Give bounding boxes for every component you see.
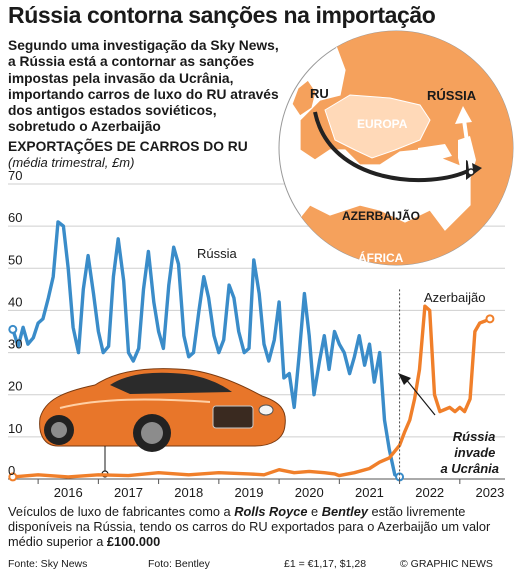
- series-label-russia: Rússia: [197, 246, 238, 261]
- invasion-pointer-head: [398, 373, 411, 385]
- series-line-russia: [11, 220, 402, 479]
- y-tick-label-30: 30: [8, 337, 22, 352]
- footer-text-2: e: [307, 504, 322, 519]
- car-illustration: [39, 368, 286, 478]
- footer-text-1: Veículos de luxo de fabricantes como a: [8, 504, 235, 519]
- ticks: 0 10 20 30 40 50 60 70 2016 2017 2018 2019 2020 2021 2…: [8, 168, 504, 500]
- series-start-point-azerbaijan: [8, 472, 18, 482]
- russia-arrowhead: [455, 106, 472, 124]
- map-label-azerbaijan: AZERBAIJÃO: [342, 208, 420, 223]
- invasion-label-line2: invade: [454, 445, 495, 460]
- car-front-rim: [141, 422, 163, 444]
- map-black-sea: [418, 144, 452, 162]
- credit-photo: Foto: Bentley: [148, 558, 210, 570]
- car-rear-rim: [51, 422, 67, 438]
- chart-title: EXPORTAÇÕES DE CARROS DO RU: [8, 139, 248, 154]
- series-start-point-russia: [8, 324, 18, 334]
- footer-amount: £100.000: [106, 534, 161, 549]
- x-tick-label-2021: 2021: [355, 485, 384, 500]
- x-tick-label-2018: 2018: [174, 485, 203, 500]
- russia-arrow: [462, 119, 473, 171]
- invasion-label: Rússia invade a Ucrânia: [440, 429, 499, 476]
- invasion-pointer: [404, 377, 436, 416]
- route-arrow: [313, 111, 471, 183]
- y-tick-label-0: 0: [8, 463, 15, 478]
- invasion-label-line3: a Ucrânia: [440, 461, 499, 476]
- x-tick-label-2023: 2023: [475, 485, 504, 500]
- brand-bentley: Bentley: [321, 504, 368, 519]
- map-label-russia: RÚSSIA: [427, 88, 477, 103]
- intro-text: Segundo uma investigação da Sky News, a …: [8, 38, 279, 135]
- invasion-annotation: Rússia invade a Ucrânia: [398, 289, 499, 479]
- chart-subtitle: (média trimestral, £m): [8, 155, 135, 170]
- series-line-azerbaijan: [11, 304, 492, 479]
- car-windows: [110, 372, 232, 394]
- series-label-azerbaijan: Azerbaijão: [424, 290, 485, 305]
- y-tick-label-40: 40: [8, 294, 22, 309]
- map-label-uk: RU: [310, 86, 329, 101]
- car-grille: [212, 405, 254, 429]
- map-label-africa: ÁFRICA: [358, 250, 404, 265]
- car-highlight: [59, 398, 211, 409]
- x-tick-label-2016: 2016: [54, 485, 83, 500]
- x-tick-label-2019: 2019: [235, 485, 264, 500]
- map-uk-island: [291, 79, 317, 117]
- azerbaijan-marker: [467, 168, 475, 176]
- y-tick-label-20: 20: [8, 379, 22, 394]
- credit-source: Fonte: Sky News: [8, 558, 88, 570]
- x-tick-label-2017: 2017: [114, 485, 143, 500]
- car-headlight: [258, 404, 274, 416]
- footer-note: Veículos de luxo de fabricantes como a R…: [8, 504, 513, 549]
- line-chart: RU RÚSSIA EUROPA AZERBAIJÃO ÁFRICA 0 10 20…: [8, 30, 514, 500]
- y-tick-label-60: 60: [8, 210, 22, 225]
- y-tick-label-10: 10: [8, 421, 22, 436]
- map-mediterranean: [320, 180, 445, 210]
- invasion-label-line1: Rússia: [453, 429, 496, 444]
- credit-exchange-rate: £1 = €1,17, $1,28: [284, 558, 367, 570]
- y-tick-label-70: 70: [8, 168, 22, 183]
- footer-text-3: estão livremente disponíveis na Rússia, …: [8, 504, 491, 549]
- page-title: Rússia contorna sanções na importação: [8, 2, 436, 28]
- x-tick-label-2020: 2020: [295, 485, 324, 500]
- brand-rolls-royce: Rolls Royce: [234, 504, 308, 519]
- map-label-europe: EUROPA: [357, 117, 408, 131]
- map-europe-region: [324, 94, 431, 159]
- credit-brand: © GRAPHIC NEWS: [400, 558, 493, 570]
- series: [8, 220, 495, 482]
- map-inset: RU RÚSSIA EUROPA AZERBAIJÃO ÁFRICA: [278, 30, 514, 266]
- y-tick-label-50: 50: [8, 252, 22, 267]
- x-tick-label-2022: 2022: [415, 485, 444, 500]
- series-end-point-azerbaijan: [485, 314, 495, 324]
